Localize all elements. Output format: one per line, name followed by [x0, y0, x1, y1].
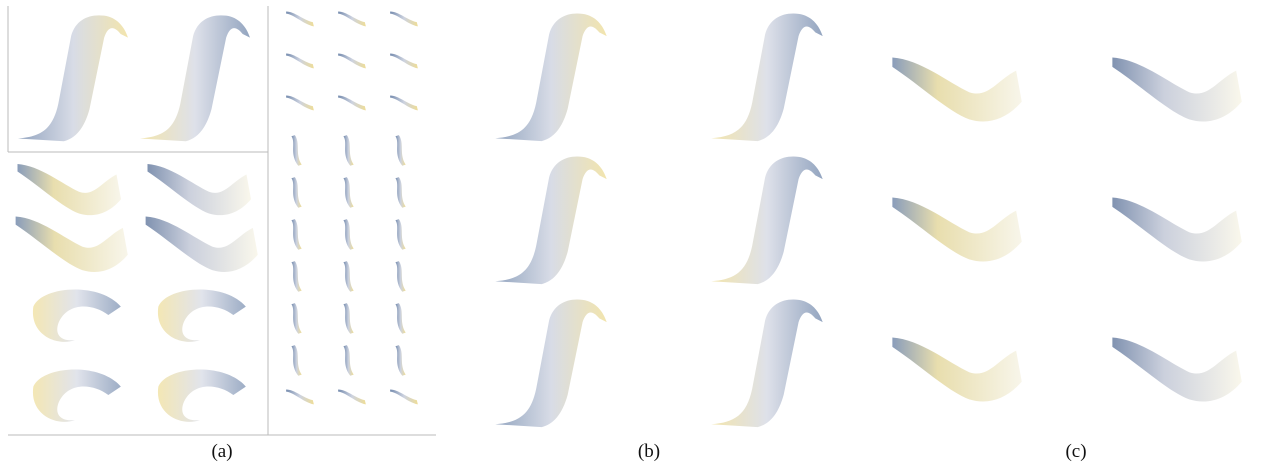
- thumbnail: [395, 261, 405, 292]
- thumbnail: [286, 95, 314, 110]
- thumbnail: [338, 53, 366, 68]
- figure: (a) (b) (c): [0, 0, 1264, 469]
- thumbnail: [395, 345, 405, 376]
- thumbnail: [343, 345, 353, 376]
- thumbnail: [286, 11, 314, 26]
- thumbnail: [291, 345, 301, 376]
- thumbnail: [390, 11, 418, 26]
- thumbnail: [291, 219, 301, 250]
- thumbnail: [395, 303, 405, 334]
- panel-b-art: [495, 14, 822, 428]
- thumbnail: [291, 177, 301, 208]
- thumbnail: [338, 389, 366, 404]
- page: (a) (b) (c) (() => { const data = JSON.p…: [0, 0, 1264, 469]
- thumbnail: [338, 11, 366, 26]
- thumbnail: [286, 389, 314, 404]
- thumbnail: [343, 177, 353, 208]
- panel-label: (c): [1065, 441, 1086, 462]
- thumbnail: [291, 303, 301, 334]
- thumbnail: [291, 135, 301, 166]
- thumbnail: [395, 135, 405, 166]
- thumbnail: [291, 261, 301, 292]
- thumbnail: [343, 135, 353, 166]
- thumbnail: [286, 53, 314, 68]
- thumbnail: [395, 177, 405, 208]
- panel-a-grid: [286, 11, 418, 404]
- thumbnail: [390, 389, 418, 404]
- thumbnail: [343, 261, 353, 292]
- panel-a-art: [16, 15, 258, 422]
- thumbnail: [390, 53, 418, 68]
- thumbnail: [338, 95, 366, 110]
- panel-label: (a): [211, 441, 232, 462]
- thumbnail: [343, 303, 353, 334]
- panel-label: (b): [638, 441, 660, 462]
- thumbnail: [390, 95, 418, 110]
- panel-c-art: [892, 58, 1241, 402]
- thumbnail: [395, 219, 405, 250]
- thumbnail: [343, 219, 353, 250]
